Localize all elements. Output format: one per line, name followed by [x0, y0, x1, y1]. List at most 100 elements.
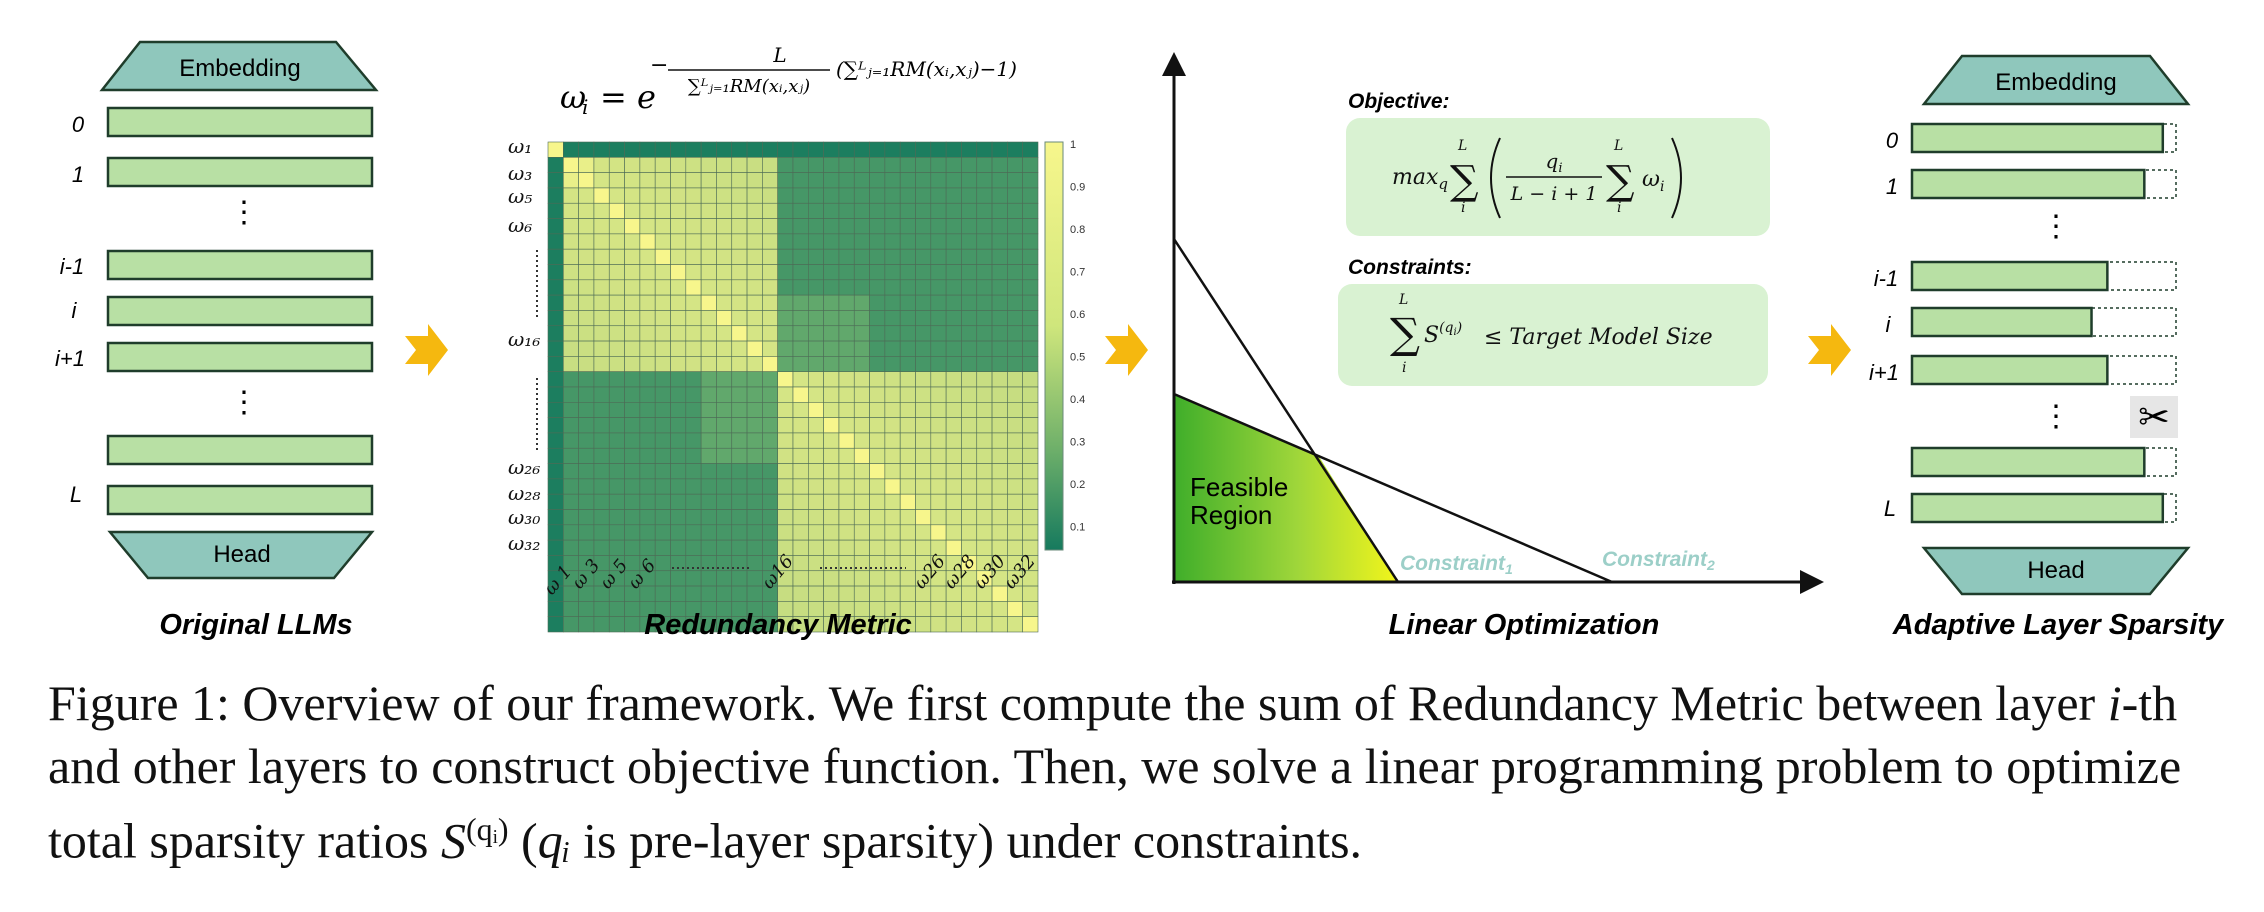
- heatmap-cell: [853, 356, 870, 372]
- layer-label: i-1: [1874, 266, 1898, 291]
- heatmap-cell: [700, 218, 717, 235]
- heatmap-cell: [808, 524, 824, 541]
- heatmap-cell: [593, 233, 610, 250]
- heatmap-cell: [915, 432, 932, 449]
- heatmap-cell: [1022, 509, 1039, 526]
- heatmap-cell: [976, 233, 993, 250]
- layer-bar: [106, 295, 374, 327]
- heatmap-cell: [945, 248, 962, 265]
- heatmap-cell: [991, 524, 1008, 541]
- heatmap-cell: [853, 570, 870, 587]
- heatmap-cell: [884, 233, 901, 250]
- heatmap-cell: [716, 524, 733, 541]
- heatmap-cell: [547, 233, 564, 250]
- heatmap-cell: [808, 325, 824, 342]
- heatmap-cell: [777, 509, 794, 526]
- heatmap-cell: [593, 509, 610, 526]
- heatmap-cell: [563, 157, 579, 173]
- heatmap-cell: [654, 493, 671, 510]
- heatmap-cell: [792, 340, 809, 357]
- heatmap-cell: [700, 279, 717, 296]
- heatmap-cell: [838, 356, 855, 372]
- heatmap-cell: [731, 493, 748, 510]
- heatmap-cell: [884, 310, 901, 327]
- heatmap-cell: [731, 509, 748, 526]
- heatmap-cell: [808, 157, 824, 173]
- heatmap-cell: [823, 141, 840, 158]
- panel-title: Linear Optimization: [1389, 609, 1660, 641]
- heatmap-cell: [746, 478, 763, 495]
- heatmap-cell: [853, 432, 870, 449]
- heatmap-cell: [869, 172, 886, 189]
- heatmap-cell: [808, 493, 824, 510]
- heatmap-cell: [838, 233, 855, 250]
- heatmap-cell: [899, 279, 916, 296]
- heatmap-cell: [808, 340, 824, 357]
- heatmap-cell: [762, 141, 778, 158]
- heatmap-cell: [976, 616, 993, 633]
- heatmap-cell: [639, 187, 656, 204]
- heatmap-cell: [976, 493, 993, 510]
- heatmap-cell: [593, 386, 610, 403]
- svg-text:∑: ∑: [1606, 158, 1635, 204]
- heatmap-cell: [593, 402, 610, 418]
- heatmap-cell: [654, 264, 671, 281]
- heatmap-cell: [547, 371, 564, 388]
- heatmap-cell: [930, 202, 947, 219]
- heatmap-cell: [961, 172, 978, 189]
- heatmap-cell: [1007, 493, 1023, 510]
- heatmap-cell: [945, 524, 962, 541]
- heatmap-cell: [808, 509, 824, 526]
- heatmap-cell: [578, 493, 595, 510]
- heatmap-cell: [624, 463, 641, 480]
- heatmap-cell: [930, 386, 947, 403]
- heatmap-cell: [700, 417, 717, 434]
- heatmap-cell: [915, 157, 932, 173]
- row-label: ω₂₈: [508, 481, 540, 505]
- heatmap-cell: [670, 402, 687, 418]
- heatmap-cell: [853, 585, 870, 602]
- heatmap-cell: [639, 279, 656, 296]
- redundancy-heatmap: [547, 141, 1039, 633]
- heatmap-cell: [808, 402, 824, 418]
- heatmap-cell: [899, 202, 916, 219]
- heatmap-cell: [869, 310, 886, 327]
- original-llm-panel: Embedding 0 1 ⋮ i-1 i i+1 ⋮ L Head Origi…: [55, 40, 379, 641]
- heatmap-cell: [869, 509, 886, 526]
- heatmap-cell: [593, 248, 610, 265]
- heatmap-cell: [563, 585, 579, 602]
- heatmap-cell: [563, 478, 579, 495]
- heatmap-cell: [746, 585, 763, 602]
- heatmap-cell: [624, 264, 641, 281]
- row-label: ω₃₀: [508, 505, 540, 529]
- heatmap-cell: [608, 493, 625, 510]
- heatmap-cell: [930, 478, 947, 495]
- embedding-label: Embedding: [1995, 69, 2116, 96]
- heatmap-cell: [685, 202, 702, 219]
- heatmap-cell: [991, 310, 1008, 327]
- heatmap-cell: [716, 233, 733, 250]
- heatmap-cell: [608, 310, 625, 327]
- heatmap-cell: [578, 233, 595, 250]
- heatmap-cell: [945, 172, 962, 189]
- heatmap-cell: [961, 524, 978, 541]
- heatmap-cell: [716, 539, 733, 556]
- heatmap-cell: [792, 447, 809, 464]
- heatmap-cell: [608, 248, 625, 265]
- heatmap-cell: [762, 447, 778, 464]
- objective-heading: Objective:: [1348, 90, 1450, 113]
- heatmap-cell: [853, 141, 870, 158]
- heatmap-cell: [884, 463, 901, 480]
- heatmap-cell: [685, 585, 702, 602]
- heatmap-cell: [731, 233, 748, 250]
- head-block: [107, 530, 375, 580]
- heatmap-cell: [547, 279, 564, 296]
- heatmap-cell: [884, 402, 901, 418]
- heatmap-cell: [762, 218, 778, 235]
- heatmap-cell: [624, 356, 641, 372]
- heatmap-cell: [654, 509, 671, 526]
- heatmap-cell: [700, 356, 717, 372]
- heatmap-cell: [746, 187, 763, 204]
- heatmap-cell: [961, 493, 978, 510]
- heatmap-cell: [716, 248, 733, 265]
